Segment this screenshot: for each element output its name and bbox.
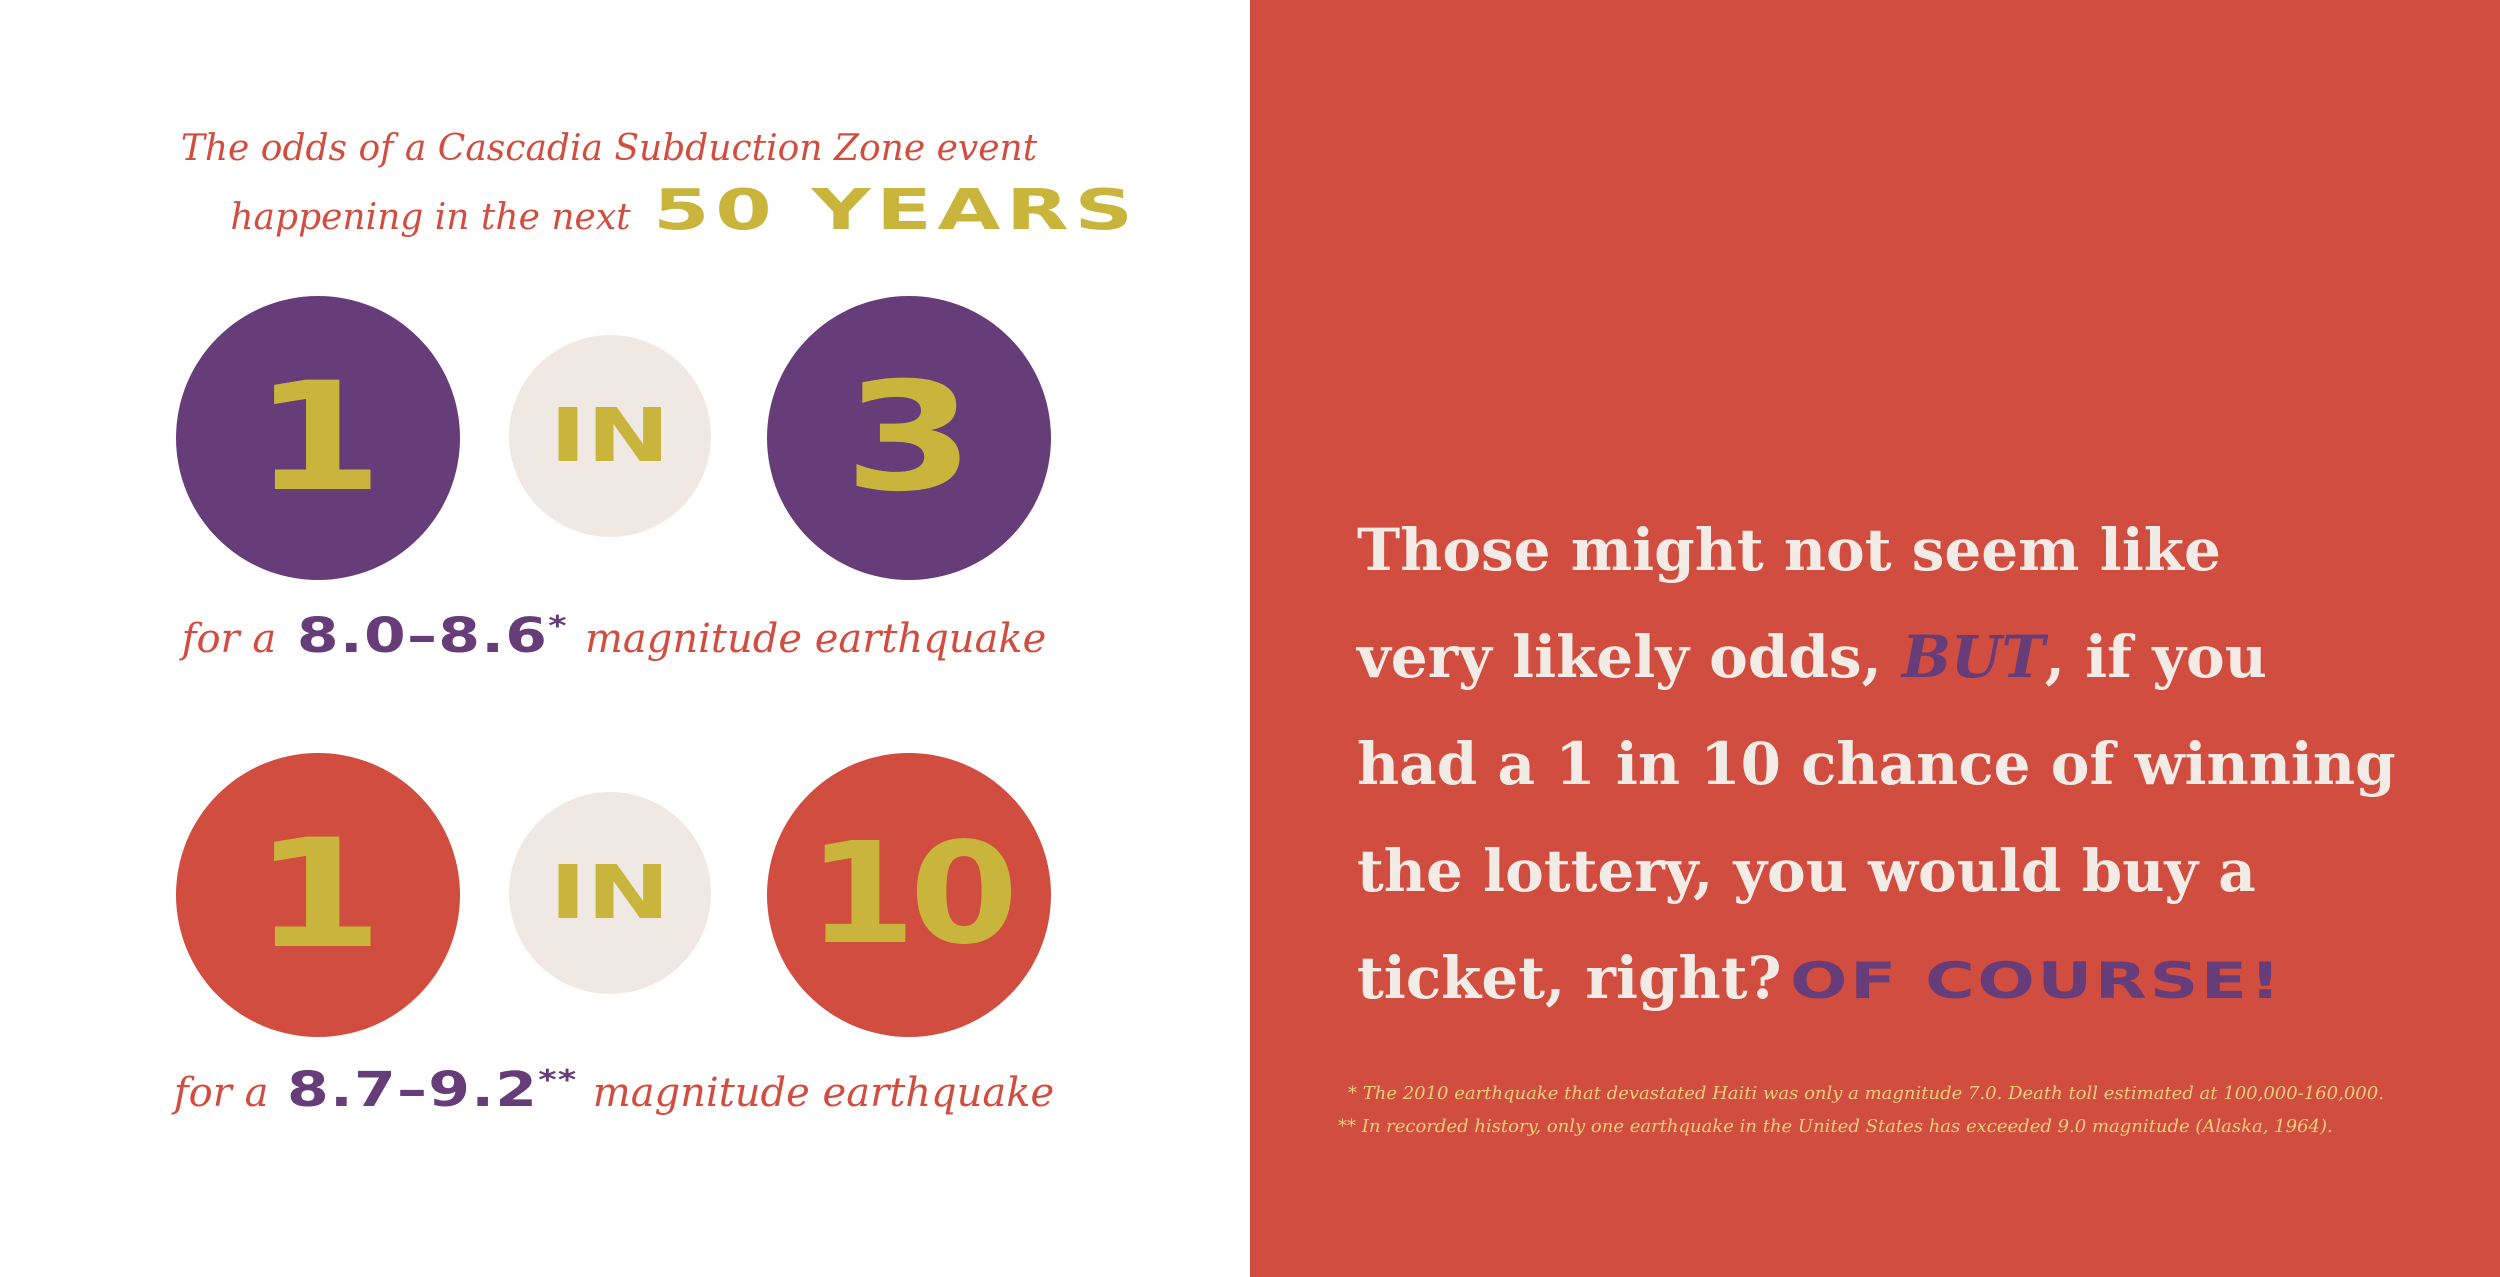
intro-text-1: The odds of a Cascadia Subduction Zone e…	[180, 128, 1038, 169]
message-line-3: had a 1 in 10 chance of winning	[1357, 730, 2396, 798]
odds-2-footnote-marker: **	[538, 1063, 578, 1096]
odds-2-left-number: 1	[252, 808, 384, 982]
message-line-5: ticket, right? OF COURSE!	[1357, 925, 2407, 1035]
odds-1-range-text: 8.0–8.6	[297, 608, 549, 664]
message-line-2-end: , if you	[2044, 623, 2267, 691]
fifty-years-heading: 50 YEARS	[652, 178, 1139, 243]
odds-1-magnitude-range: 8.0–8.6*	[297, 608, 568, 664]
left-panel: The odds of a Cascadia Subduction Zone e…	[0, 128, 1228, 1118]
of-course-emphasis: OF COURSE!	[1789, 952, 2283, 1010]
message-line-2: very likely odds, BUT, if you	[1357, 604, 2407, 711]
odds-2-right-circle: 10	[767, 753, 1051, 1037]
odds-1-in-word: IN	[549, 393, 671, 479]
message-line-2-start: very likely odds,	[1357, 623, 1882, 691]
odds-1-footnote-marker: *	[548, 609, 569, 642]
odds-2-caption-suffix: magnitude earthquake	[592, 1070, 1055, 1116]
odds-2-right-number: 10	[806, 813, 1018, 976]
right-panel	[1250, 0, 2500, 1277]
message-paragraph: Those might not seem like very likely od…	[1357, 497, 2407, 1035]
footnote-1: * The 2010 earthquake that devastated Ha…	[1348, 1083, 2384, 1104]
odds-1-left-circle: 1	[176, 296, 460, 580]
message-line-4: the lottery, you would buy a	[1357, 837, 2256, 905]
message-line-1: Those might not seem like	[1357, 516, 2221, 584]
odds-2-caption: for a 8.7–9.2** magnitude earthquake	[0, 1062, 1228, 1118]
intro-line-2: happening in the next 50 YEARS	[0, 178, 1218, 243]
odds-1-caption-prefix: for a	[181, 616, 277, 662]
odds-1-left-number: 1	[252, 351, 384, 525]
intro-line-1: The odds of a Cascadia Subduction Zone e…	[0, 128, 1218, 169]
odds-2-magnitude-range: 8.7–9.2**	[287, 1062, 577, 1118]
footnote-2: ** In recorded history, only one earthqu…	[1338, 1116, 2333, 1137]
odds-1-right-number: 3	[843, 351, 975, 525]
intro-text-2: happening in the next	[230, 197, 631, 238]
but-emphasis: BUT	[1901, 623, 2045, 691]
odds-2-left-circle: 1	[176, 753, 460, 1037]
odds-2-middle-circle: IN	[509, 792, 711, 994]
odds-1-right-circle: 3	[767, 296, 1051, 580]
odds-1-caption: for a 8.0–8.6* magnitude earthquake	[0, 608, 1228, 664]
odds-1-middle-circle: IN	[509, 335, 711, 537]
odds-1-caption-suffix: magnitude earthquake	[584, 616, 1047, 662]
odds-2-in-word: IN	[549, 850, 671, 936]
odds-2-range-text: 8.7–9.2	[287, 1062, 539, 1118]
odds-2-caption-prefix: for a	[173, 1070, 269, 1116]
message-line-5-text: ticket, right?	[1357, 944, 1782, 1012]
